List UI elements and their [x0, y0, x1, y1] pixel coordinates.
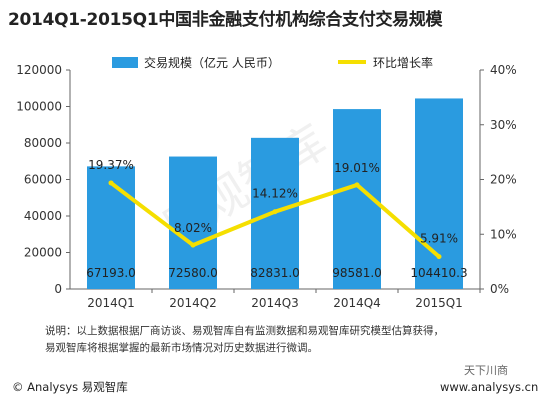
legend-line-label: 环比增长率: [373, 55, 433, 70]
growth-value-label: 19.37%: [88, 158, 134, 172]
growth-value-label: 14.12%: [252, 187, 298, 201]
y-right-tick-label: 30%: [490, 118, 517, 132]
growth-point: [272, 209, 278, 215]
y-left-tick-label: 60000: [24, 173, 62, 187]
chart-title: 2014Q1-2015Q1中国非金融支付机构综合支付交易规模: [8, 10, 443, 30]
footer-url: www.analysys.cn: [440, 380, 539, 394]
bar: [415, 98, 463, 289]
growth-point: [108, 180, 114, 186]
bar-value-label: 72580.0: [168, 266, 218, 280]
y-right-tick-label: 10%: [490, 227, 517, 241]
y-left-tick-label: 0: [54, 282, 62, 296]
note-line-1: 说明：以上数据根据厂商访谈、易观智库自有监测数据和易观智库研究模型估算获得，: [45, 325, 444, 337]
footer-copyright: © Analysys 易观智库: [12, 380, 128, 394]
x-tick-label: 2014Q1: [87, 296, 135, 310]
bar-value-label: 82831.0: [250, 266, 300, 280]
note-line-2: 易观智库将根据掌握的最新市场情况对历史数据进行微调。: [45, 342, 318, 354]
bar: [87, 166, 135, 289]
growth-point: [354, 182, 360, 188]
growth-point: [436, 254, 442, 260]
bar-value-label: 104410.3: [410, 266, 467, 280]
y-left-tick-label: 80000: [24, 136, 62, 150]
y-left-tick-label: 100000: [16, 100, 62, 114]
x-tick-label: 2014Q3: [251, 296, 299, 310]
bar: [169, 156, 217, 289]
y-right-tick-label: 40%: [490, 63, 517, 77]
legend-bar-label: 交易规模（亿元 人民币）: [144, 55, 280, 70]
footer-weibo: 天下川商: [464, 364, 508, 377]
growth-value-label: 19.01%: [334, 161, 380, 175]
growth-value-label: 8.02%: [174, 221, 212, 235]
y-left-tick-label: 20000: [24, 246, 62, 260]
x-tick-label: 2014Q4: [333, 296, 381, 310]
x-tick-label: 2014Q2: [169, 296, 217, 310]
legend-bar-swatch: [112, 57, 138, 68]
y-right-tick-label: 20%: [490, 173, 517, 187]
y-right-tick-label: 0%: [490, 282, 509, 296]
bar-value-label: 67193.0: [86, 266, 136, 280]
bar-value-label: 98581.0: [332, 266, 382, 280]
y-left-tick-label: 40000: [24, 209, 62, 223]
y-left-tick-label: 120000: [16, 63, 62, 77]
growth-point: [190, 242, 196, 248]
x-tick-label: 2015Q1: [415, 296, 463, 310]
growth-value-label: 5.91%: [420, 232, 458, 246]
